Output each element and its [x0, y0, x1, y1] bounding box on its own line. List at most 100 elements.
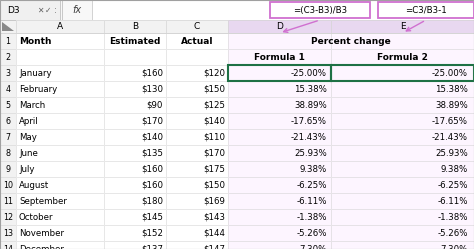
Text: 7: 7 — [5, 132, 10, 141]
Bar — [331, 49, 474, 65]
Bar — [228, 113, 331, 129]
Bar — [166, 241, 228, 249]
Text: $170: $170 — [203, 148, 225, 158]
Bar — [166, 49, 228, 65]
Bar — [331, 145, 474, 161]
Bar — [228, 241, 331, 249]
Bar — [228, 193, 331, 209]
Text: -6.25%: -6.25% — [297, 181, 327, 189]
Bar — [331, 113, 474, 129]
Bar — [166, 225, 228, 241]
Bar — [331, 113, 474, 129]
Text: $90: $90 — [146, 101, 163, 110]
Bar — [16, 113, 104, 129]
Bar — [378, 2, 474, 18]
Bar — [228, 20, 331, 33]
Bar — [331, 129, 474, 145]
Bar — [16, 161, 104, 177]
Bar — [331, 145, 474, 161]
Bar — [228, 49, 331, 65]
Text: 15.38%: 15.38% — [294, 84, 327, 94]
Bar — [331, 129, 474, 145]
Text: :: : — [54, 5, 56, 14]
Bar — [16, 33, 104, 49]
Bar — [331, 209, 474, 225]
Bar — [166, 145, 228, 161]
Bar — [0, 129, 16, 145]
Text: 7.30%: 7.30% — [441, 245, 468, 249]
Bar — [228, 81, 331, 97]
Text: Percent change: Percent change — [311, 37, 391, 46]
Text: 2: 2 — [5, 53, 10, 62]
Bar — [16, 81, 104, 97]
Bar — [104, 241, 166, 249]
Bar — [270, 2, 370, 18]
Bar — [228, 65, 331, 81]
Bar — [166, 113, 228, 129]
Bar — [228, 193, 331, 209]
Text: 9.38%: 9.38% — [300, 165, 327, 174]
Text: $147: $147 — [203, 245, 225, 249]
Bar — [0, 97, 16, 113]
Bar — [166, 177, 228, 193]
Bar — [0, 65, 16, 81]
Text: 38.89%: 38.89% — [294, 101, 327, 110]
Text: -6.11%: -6.11% — [297, 196, 327, 205]
Bar — [166, 33, 228, 49]
Bar — [228, 145, 331, 161]
Text: $160: $160 — [141, 68, 163, 77]
Bar — [16, 113, 104, 129]
Bar — [16, 97, 104, 113]
Bar — [331, 81, 474, 97]
Bar — [331, 65, 474, 81]
Text: March: March — [19, 101, 45, 110]
Bar — [166, 129, 228, 145]
Bar — [0, 209, 16, 225]
Text: October: October — [19, 212, 54, 222]
Bar — [166, 145, 228, 161]
Text: -17.65%: -17.65% — [432, 117, 468, 125]
Text: $137: $137 — [141, 245, 163, 249]
Bar — [104, 209, 166, 225]
Text: $150: $150 — [203, 181, 225, 189]
Bar — [104, 129, 166, 145]
Bar — [331, 161, 474, 177]
Bar — [0, 33, 16, 49]
Bar — [166, 97, 228, 113]
Bar — [104, 20, 166, 33]
Text: August: August — [19, 181, 49, 189]
Bar — [331, 209, 474, 225]
Bar — [0, 161, 16, 177]
Text: September: September — [19, 196, 67, 205]
Bar — [331, 177, 474, 193]
Bar — [228, 81, 331, 97]
Bar — [0, 113, 16, 129]
Bar — [16, 129, 104, 145]
Text: -6.25%: -6.25% — [438, 181, 468, 189]
Bar — [331, 49, 474, 65]
Bar — [166, 65, 228, 81]
Bar — [16, 225, 104, 241]
Bar — [0, 0, 60, 20]
Bar — [331, 65, 474, 81]
Text: $120: $120 — [203, 68, 225, 77]
Bar — [16, 65, 104, 81]
Bar — [0, 81, 16, 97]
Bar — [16, 33, 104, 49]
Bar — [331, 241, 474, 249]
Text: -5.26%: -5.26% — [438, 229, 468, 238]
Bar — [166, 20, 228, 33]
Bar — [104, 49, 166, 65]
Bar — [16, 209, 104, 225]
Bar — [16, 97, 104, 113]
Bar — [0, 161, 16, 177]
Bar — [0, 0, 60, 20]
Text: July: July — [19, 165, 35, 174]
Bar — [104, 161, 166, 177]
Text: Month: Month — [19, 37, 52, 46]
Text: 25.93%: 25.93% — [294, 148, 327, 158]
Text: =(C3-B3)/B3: =(C3-B3)/B3 — [293, 5, 347, 14]
Bar — [228, 33, 331, 49]
Bar — [331, 241, 474, 249]
Bar — [166, 20, 228, 33]
